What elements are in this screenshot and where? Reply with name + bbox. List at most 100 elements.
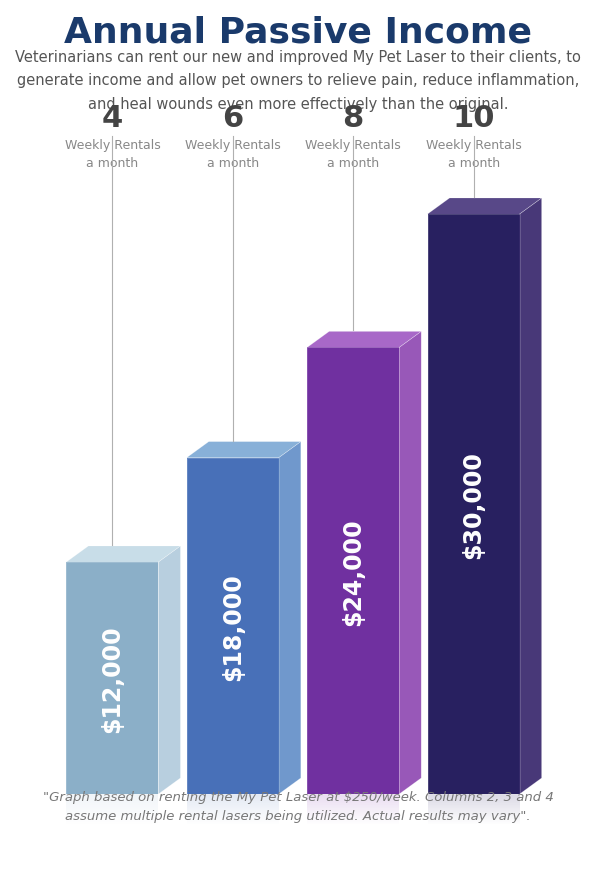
Polygon shape <box>279 443 301 794</box>
Polygon shape <box>187 812 279 813</box>
Polygon shape <box>427 809 519 810</box>
Polygon shape <box>427 806 519 807</box>
Polygon shape <box>427 805 519 806</box>
Polygon shape <box>307 810 399 811</box>
Polygon shape <box>187 811 279 812</box>
Polygon shape <box>427 814 519 815</box>
Polygon shape <box>427 808 519 809</box>
Polygon shape <box>307 806 399 807</box>
Polygon shape <box>307 794 399 795</box>
Polygon shape <box>187 809 279 810</box>
Polygon shape <box>66 802 158 803</box>
Polygon shape <box>307 795 399 797</box>
Polygon shape <box>66 812 158 813</box>
Text: $30,000: $30,000 <box>461 451 485 559</box>
Polygon shape <box>307 797 399 798</box>
Polygon shape <box>307 813 399 814</box>
Polygon shape <box>427 812 519 813</box>
Polygon shape <box>66 805 158 806</box>
Polygon shape <box>307 807 399 808</box>
Polygon shape <box>307 804 399 805</box>
Polygon shape <box>187 795 279 797</box>
Polygon shape <box>427 803 519 804</box>
Polygon shape <box>427 815 519 816</box>
Polygon shape <box>187 799 279 800</box>
Polygon shape <box>66 803 158 804</box>
Polygon shape <box>307 815 399 816</box>
Polygon shape <box>307 809 399 810</box>
Polygon shape <box>66 795 158 797</box>
Polygon shape <box>427 801 519 802</box>
Polygon shape <box>307 808 399 809</box>
Polygon shape <box>307 799 399 800</box>
Text: $24,000: $24,000 <box>341 518 365 625</box>
Text: Weekly Rentals
a month: Weekly Rentals a month <box>64 139 160 170</box>
Text: Weekly Rentals
a month: Weekly Rentals a month <box>305 139 401 170</box>
Polygon shape <box>187 797 279 798</box>
Polygon shape <box>427 798 519 799</box>
Text: "Graph based on renting the My Pet Laser at $250/week. Columns 2, 3 and 4
assume: "Graph based on renting the My Pet Laser… <box>42 790 553 822</box>
Text: Weekly Rentals
a month: Weekly Rentals a month <box>426 139 521 170</box>
Polygon shape <box>187 798 279 799</box>
Polygon shape <box>427 813 519 814</box>
Polygon shape <box>399 332 421 794</box>
Polygon shape <box>427 800 519 801</box>
Polygon shape <box>427 807 519 808</box>
Polygon shape <box>187 807 279 808</box>
Polygon shape <box>307 805 399 806</box>
Polygon shape <box>427 215 519 794</box>
Polygon shape <box>187 443 301 458</box>
Polygon shape <box>187 803 279 804</box>
Polygon shape <box>187 806 279 807</box>
Polygon shape <box>187 458 279 794</box>
Text: 4: 4 <box>101 104 123 133</box>
Polygon shape <box>307 332 421 348</box>
Polygon shape <box>519 198 541 794</box>
Polygon shape <box>187 805 279 806</box>
Polygon shape <box>66 807 158 808</box>
Text: Weekly Rentals
a month: Weekly Rentals a month <box>185 139 281 170</box>
Polygon shape <box>66 546 180 562</box>
Polygon shape <box>66 806 158 807</box>
Polygon shape <box>427 802 519 803</box>
Polygon shape <box>66 808 158 809</box>
Polygon shape <box>427 811 519 812</box>
Polygon shape <box>307 802 399 803</box>
Polygon shape <box>307 811 399 812</box>
Polygon shape <box>187 808 279 809</box>
Polygon shape <box>187 794 279 795</box>
Text: 10: 10 <box>453 104 495 133</box>
Polygon shape <box>307 803 399 804</box>
Text: 8: 8 <box>343 104 364 133</box>
Polygon shape <box>66 798 158 799</box>
Polygon shape <box>307 800 399 801</box>
Polygon shape <box>187 814 279 815</box>
Polygon shape <box>66 815 158 816</box>
Polygon shape <box>307 798 399 799</box>
Text: $18,000: $18,000 <box>221 572 245 680</box>
Polygon shape <box>427 795 519 797</box>
Polygon shape <box>427 804 519 805</box>
Polygon shape <box>66 811 158 812</box>
Polygon shape <box>66 813 158 814</box>
Polygon shape <box>307 801 399 802</box>
Text: Veterinarians can rent our new and improved My Pet Laser to their clients, to
ge: Veterinarians can rent our new and impro… <box>15 50 581 112</box>
Polygon shape <box>66 814 158 815</box>
Polygon shape <box>66 800 158 801</box>
Polygon shape <box>158 546 180 794</box>
Polygon shape <box>66 794 158 795</box>
Polygon shape <box>427 797 519 798</box>
Polygon shape <box>187 813 279 814</box>
Text: Annual Passive Income: Annual Passive Income <box>64 15 532 49</box>
Text: $12,000: $12,000 <box>100 625 124 732</box>
Polygon shape <box>187 810 279 811</box>
Polygon shape <box>66 562 158 794</box>
Polygon shape <box>187 815 279 816</box>
Polygon shape <box>187 804 279 805</box>
Polygon shape <box>427 799 519 800</box>
Polygon shape <box>66 810 158 811</box>
Polygon shape <box>187 801 279 802</box>
Polygon shape <box>307 812 399 813</box>
Polygon shape <box>66 797 158 798</box>
Polygon shape <box>307 814 399 815</box>
